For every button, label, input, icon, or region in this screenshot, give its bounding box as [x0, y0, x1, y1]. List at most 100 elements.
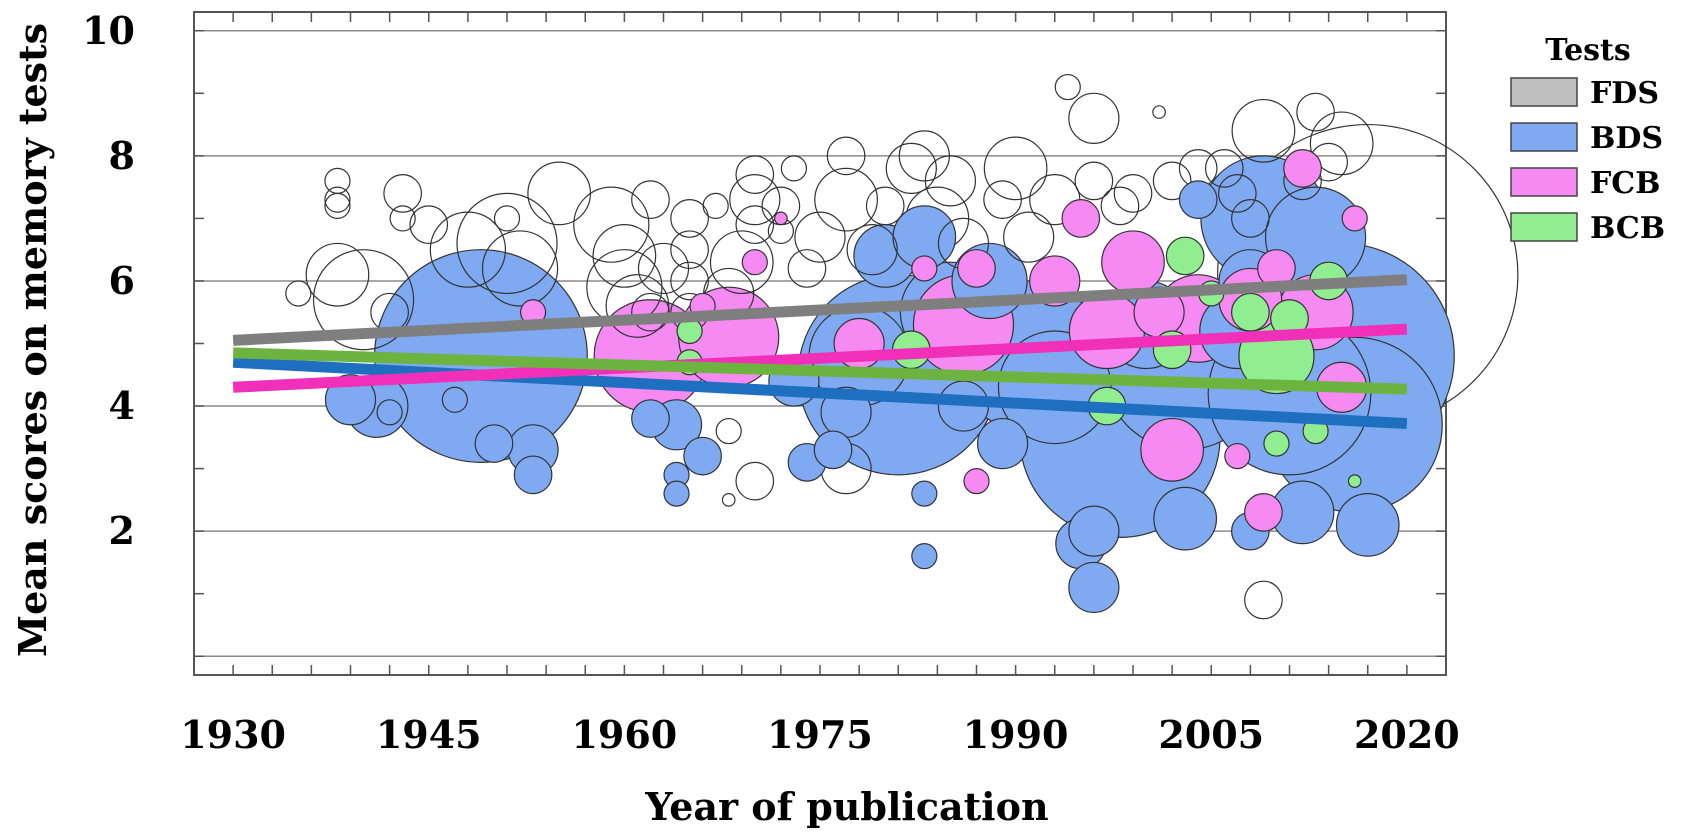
- bubble-fcb: [911, 255, 938, 282]
- bubble-fcb: [774, 211, 788, 226]
- bubble-fds: [1296, 92, 1335, 132]
- legend-swatch-bds: [1510, 122, 1578, 152]
- bubble-fds: [1217, 174, 1257, 213]
- bubble-fds: [670, 199, 709, 238]
- bubble-bds: [1178, 180, 1218, 220]
- bubble-fds: [1309, 111, 1374, 176]
- legend-swatch-fcb: [1510, 167, 1578, 197]
- bubble-fds: [780, 155, 808, 182]
- x-tick-label: 2020: [1354, 712, 1460, 757]
- bubble-fcb: [1101, 230, 1165, 295]
- x-axis-title: Year of publication: [644, 784, 1048, 829]
- x-tick-label: 2005: [1158, 712, 1264, 757]
- bubble-fds: [729, 174, 781, 226]
- trend-line-fcb: [232, 323, 1408, 393]
- bubble-fds: [481, 230, 559, 307]
- bubble-bds: [813, 430, 853, 470]
- trend-line-fds: [232, 274, 1408, 346]
- bubble-bcb: [1347, 474, 1362, 488]
- bubble-bds: [376, 399, 403, 426]
- y-tick-label: 4: [109, 383, 135, 428]
- bubble-bds: [911, 480, 938, 507]
- bubble-fds: [735, 205, 775, 245]
- bubble-fds: [383, 174, 423, 213]
- legend-label-bds: BDS: [1590, 121, 1663, 156]
- bubble-bds: [663, 480, 690, 507]
- bubble-fds: [1054, 73, 1081, 101]
- bubble-fcb: [1224, 442, 1251, 470]
- bubble-fcb: [1140, 417, 1204, 482]
- bubble-bds: [1068, 561, 1120, 614]
- bubble-fds: [429, 211, 507, 288]
- bubble-fds: [1100, 186, 1140, 226]
- bubble-fds: [456, 192, 558, 295]
- bubble-fds: [324, 186, 351, 213]
- bubble-bds: [976, 417, 1029, 470]
- bubble-fcb: [741, 249, 768, 276]
- y-tick-label: 10: [82, 8, 135, 53]
- legend-swatch-fds: [1510, 77, 1578, 107]
- bubble-bds: [513, 455, 553, 495]
- bubble-fds: [1231, 98, 1296, 163]
- bubble-fds: [1244, 580, 1283, 620]
- bubble-bds: [1068, 505, 1120, 557]
- bubble-fds: [814, 167, 878, 232]
- legend-title: Tests: [1545, 33, 1631, 68]
- bubble-fds: [527, 161, 592, 226]
- bubble-fds: [1074, 161, 1114, 201]
- bubble-bcb: [1263, 430, 1290, 457]
- bubble-fds: [794, 211, 846, 263]
- bubble-fcb: [1283, 149, 1322, 188]
- bubble-fds: [983, 180, 1022, 220]
- x-tick-label: 1975: [767, 712, 873, 757]
- bubble-fds: [826, 136, 866, 176]
- bubble-fds: [324, 192, 351, 220]
- bubble-bds: [683, 436, 722, 476]
- bubble-fcb: [1068, 292, 1146, 370]
- bubble-bds: [911, 543, 938, 570]
- legend-label-fcb: FCB: [1590, 166, 1661, 201]
- bubble-bds: [1335, 493, 1400, 557]
- bubble-fds: [715, 417, 742, 445]
- x-tick-label: 1930: [180, 712, 286, 757]
- bubble-fds: [1231, 199, 1270, 238]
- bubble-fds: [1152, 105, 1166, 119]
- legend-swatch-bcb: [1510, 212, 1578, 242]
- bubble-fds: [1113, 174, 1153, 213]
- bubble-fds: [702, 192, 729, 220]
- trend-lines: [232, 274, 1408, 430]
- bubble-fds: [1152, 161, 1192, 201]
- bubble-fcb: [1061, 199, 1101, 238]
- x-tick-label: 1990: [963, 712, 1069, 757]
- bubble-fds: [885, 142, 937, 194]
- bubble-fds: [924, 155, 977, 207]
- y-tick-label: 8: [109, 133, 135, 178]
- bubble-fds: [389, 205, 416, 232]
- bubble-bds: [1153, 486, 1218, 551]
- bubble-bcb: [1231, 292, 1270, 332]
- bubble-fcb: [1341, 205, 1368, 232]
- bubble-fds: [285, 280, 312, 307]
- legend-label-bcb: BCB: [1590, 211, 1665, 246]
- bubble-fds: [573, 186, 650, 263]
- bubble-fds: [370, 292, 409, 332]
- bubble-fds: [735, 461, 775, 501]
- bubble-bds: [441, 386, 468, 413]
- bubble-fds: [493, 205, 521, 232]
- minor-ticks: [194, 12, 1446, 675]
- bubble-fcb: [963, 467, 990, 495]
- bubble-fds: [1204, 149, 1244, 188]
- bubble-fds: [631, 292, 670, 332]
- bubble-fds: [409, 205, 449, 245]
- x-tick-label: 1960: [571, 712, 677, 757]
- bubble-fds: [846, 224, 898, 276]
- x-tick-label: 1945: [376, 712, 482, 757]
- bubble-bds: [474, 424, 514, 463]
- bubble-fcb: [1244, 493, 1283, 532]
- y-tick-label: 2: [109, 508, 135, 553]
- bubble-fds: [592, 224, 657, 288]
- bubble-fds: [305, 242, 370, 307]
- y-tick-label: 6: [109, 258, 135, 303]
- bubble-fds: [1068, 92, 1120, 144]
- x-tick-labels: 1930 1945 1960 1975 1990 2005 2020: [180, 712, 1460, 757]
